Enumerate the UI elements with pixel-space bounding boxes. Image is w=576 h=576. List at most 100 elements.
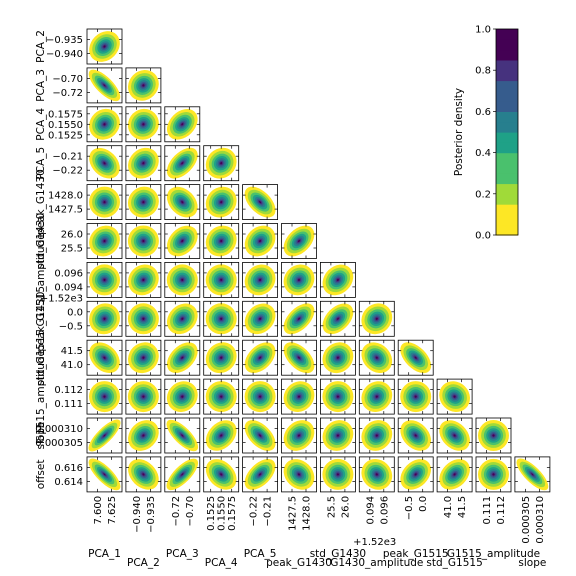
panel-frame [319, 378, 356, 415]
col-tick-label: 0.000310 [535, 496, 546, 544]
col-axis-label: G1430_amplitude [330, 557, 423, 569]
panel-frame [86, 145, 123, 182]
panel-frame [125, 339, 162, 376]
density-level-7 [103, 201, 106, 204]
density-contours [322, 420, 354, 451]
col-tick-label: 1428.0 [302, 496, 313, 531]
panel-offset-vs-PCA_4 [203, 456, 240, 493]
panel-std_G1430-vs-PCA_2 [125, 223, 162, 259]
row-axis-label: PCA_4 [35, 108, 47, 141]
density-level-7 [414, 356, 417, 359]
col-axis-label: slope [518, 557, 546, 569]
colorbar-segment [496, 80, 518, 92]
col-axis-label: std_G1430 [310, 548, 366, 560]
panel-frame [319, 339, 356, 376]
density-level-7 [103, 123, 106, 126]
row-tick-label: 0.094 [54, 282, 83, 293]
density-contours [89, 225, 120, 257]
density-contours [166, 419, 199, 452]
panel-offset-vs-peak_G1515 [397, 456, 434, 493]
col-tick-label: 26.0 [340, 496, 351, 518]
density-contours [400, 381, 432, 413]
density-contours [127, 186, 159, 218]
panel-G1515_amplitude-vs-peak_G1430 [281, 378, 317, 415]
panel-peak_G1430-vs-PCA_1 [86, 184, 123, 221]
colorbar-segment [496, 59, 518, 71]
col-tick-label: 25.5 [326, 496, 337, 518]
density-contours [166, 381, 198, 412]
row-tick-label: 41.0 [61, 360, 83, 371]
panel-PCA_5-vs-PCA_3 [164, 145, 201, 182]
row-tick-label: 0.614 [54, 477, 83, 488]
panel-frame [164, 261, 201, 298]
panel-frame [281, 417, 317, 454]
panel-offset-vs-G1515_amplitude [475, 456, 512, 493]
density-level-7 [375, 434, 378, 437]
row-axis-label: slope [35, 422, 47, 450]
panel-frame [125, 184, 162, 221]
density-contours [516, 458, 549, 491]
panel-frame [125, 145, 162, 182]
panel-frame [86, 67, 123, 104]
panel-frame [86, 417, 123, 454]
density-contours [205, 381, 237, 413]
density-level-7 [259, 434, 262, 437]
panel-frame [242, 223, 279, 259]
density-contours [89, 303, 120, 335]
density-level-7 [103, 278, 106, 281]
col-tick-label: 0.1525 [206, 496, 217, 531]
density-contours [322, 381, 354, 413]
density-contours [205, 225, 237, 257]
row-tick-label: 0.1550 [48, 120, 83, 131]
panel-offset-vs-PCA_2 [125, 456, 162, 493]
density-level-7 [142, 123, 145, 126]
panel-std_G1430-vs-PCA_1 [86, 223, 123, 259]
row-tick-label: 0.096 [54, 268, 83, 279]
panel-offset-vs-std_G1515 [436, 456, 473, 493]
panel-frame [164, 184, 201, 221]
density-contours [205, 147, 237, 179]
panel-frame [358, 417, 395, 454]
panel-frame [436, 456, 473, 493]
density-contours [89, 31, 120, 62]
density-level-7 [181, 395, 184, 398]
panel-offset-vs-PCA_1 [86, 456, 123, 493]
col-axis-label: PCA_1 [88, 548, 121, 560]
density-contours [400, 420, 432, 451]
colorbar-tick-label: 1.0 [475, 25, 491, 36]
panel-frame [397, 378, 434, 415]
density-level-7 [181, 201, 184, 204]
colorbar-tick-label: 0.2 [475, 189, 491, 200]
density-contours [244, 186, 276, 218]
col-tick-label: 7.600 [93, 496, 104, 525]
colorbar-segment [496, 193, 518, 205]
density-contours [166, 108, 198, 140]
col-tick-label: −0.21 [263, 496, 274, 527]
panel-PCA_5-vs-PCA_4 [203, 145, 240, 182]
col-tick-label: 0.096 [379, 496, 390, 525]
density-level-7 [142, 239, 145, 243]
row-tick-label: 1428.0 [48, 191, 83, 202]
col-axis-label: peak_G1515 [383, 548, 449, 560]
col-tick-label: 0.0 [418, 496, 429, 512]
panel-peak_G1515-vs-PCA_4 [203, 300, 240, 337]
density-contours [478, 458, 509, 490]
panel-slope-vs-PCA_5 [242, 417, 279, 454]
density-contours [478, 420, 509, 451]
density-level-7 [259, 317, 262, 320]
density-contours [127, 108, 159, 140]
row-tick-label: 0.0 [67, 307, 83, 318]
density-contours [205, 186, 237, 218]
panel-frame [358, 300, 395, 337]
panel-slope-vs-PCA_3 [164, 417, 201, 454]
density-level-7 [375, 473, 378, 476]
col-tick-label: 0.094 [365, 496, 376, 525]
panel-offset-vs-peak_G1430 [281, 456, 317, 493]
panel-PCA_5-vs-PCA_1 [86, 145, 123, 182]
density-contours [166, 303, 198, 335]
panel-frame [397, 456, 434, 493]
panel-peak_G1515-vs-PCA_2 [125, 300, 162, 337]
panel-PCA_5-vs-PCA_2 [125, 145, 162, 182]
col-axis-label: std_G1515 [426, 557, 482, 569]
